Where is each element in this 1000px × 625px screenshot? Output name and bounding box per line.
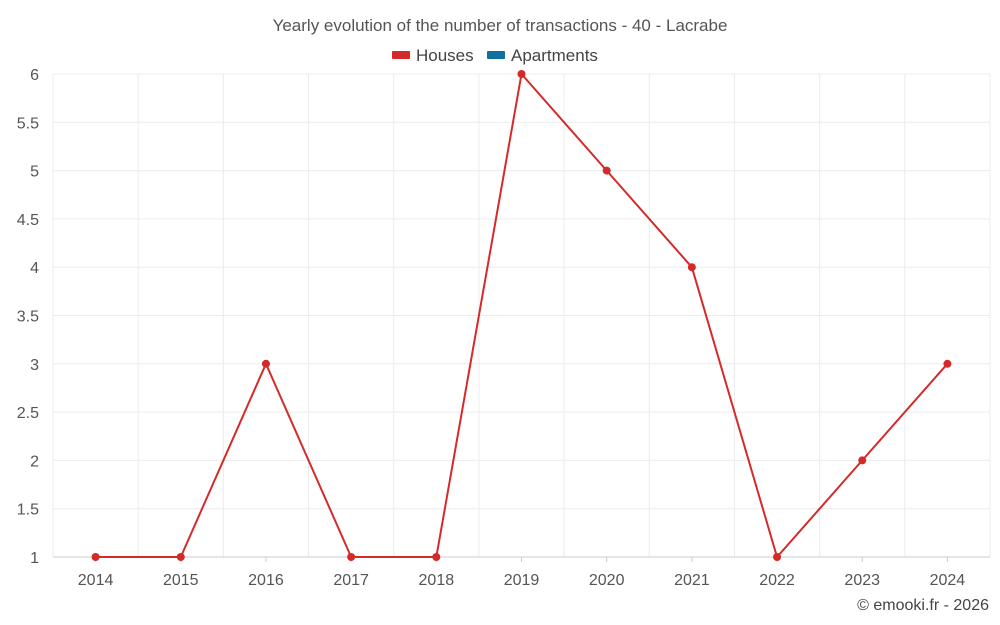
data-point-houses-2020[interactable]: [602, 166, 611, 175]
x-tick-label: 2022: [759, 572, 795, 589]
y-tick-label: 4: [30, 260, 39, 277]
x-tick-label: 2019: [504, 572, 540, 589]
data-point-houses-2019[interactable]: [517, 70, 526, 78]
y-tick-label: 5.5: [17, 115, 39, 132]
chart-title: Yearly evolution of the number of transa…: [273, 16, 728, 35]
legend-label-houses: Houses: [416, 46, 474, 65]
x-axis: 2014 2015 2016 2017 2018 2019 2020 2021 2022 2023…: [53, 556, 990, 589]
grid: [52, 73, 991, 558]
data-point-houses-2018[interactable]: [432, 553, 441, 561]
x-tick-label: 2016: [248, 572, 284, 589]
y-tick-label: 3: [30, 357, 39, 374]
legend-item-apartments[interactable]: Apartments: [487, 46, 598, 65]
y-tick-label: 3.5: [17, 309, 39, 326]
data-point-houses-2015[interactable]: [176, 553, 185, 561]
y-tick-label: 5: [30, 164, 39, 181]
credit-text: © emooki.fr - 2026: [857, 597, 989, 614]
data-point-houses-2021[interactable]: [687, 263, 696, 272]
data-point-houses-2022[interactable]: [773, 553, 782, 561]
y-axis: 1 1.5 2 2.5 3 3.5 4 4.5 5 5.5 6: [17, 67, 39, 567]
y-tick-label: 1.5: [17, 502, 39, 519]
y-tick-label: 4.5: [17, 212, 39, 229]
data-point-houses-2024[interactable]: [943, 359, 952, 368]
data-point-houses-2014[interactable]: [91, 553, 100, 561]
data-point-houses-2017[interactable]: [347, 553, 356, 561]
legend-swatch-apartments: [487, 51, 505, 59]
x-tick-label: 2017: [333, 572, 369, 589]
x-tick-label: 2024: [930, 572, 966, 589]
x-tick-label: 2014: [78, 572, 114, 589]
y-tick-label: 2: [30, 453, 39, 470]
series-houses: [91, 70, 952, 561]
x-tick-label: 2023: [844, 572, 880, 589]
y-tick-label: 6: [30, 67, 39, 84]
x-tick-label: 2020: [589, 572, 625, 589]
x-tick-label: 2018: [419, 572, 455, 589]
legend-label-apartments: Apartments: [511, 46, 598, 65]
legend-swatch-houses: [392, 51, 410, 59]
y-tick-label: 1: [30, 550, 39, 567]
data-point-houses-2016[interactable]: [261, 359, 270, 368]
legend-item-houses[interactable]: Houses: [392, 46, 474, 65]
data-point-houses-2023[interactable]: [858, 456, 867, 465]
x-tick-label: 2015: [163, 572, 199, 589]
y-tick-label: 2.5: [17, 405, 39, 422]
legend: Houses Apartments: [392, 46, 598, 65]
x-tick-label: 2021: [674, 572, 710, 589]
